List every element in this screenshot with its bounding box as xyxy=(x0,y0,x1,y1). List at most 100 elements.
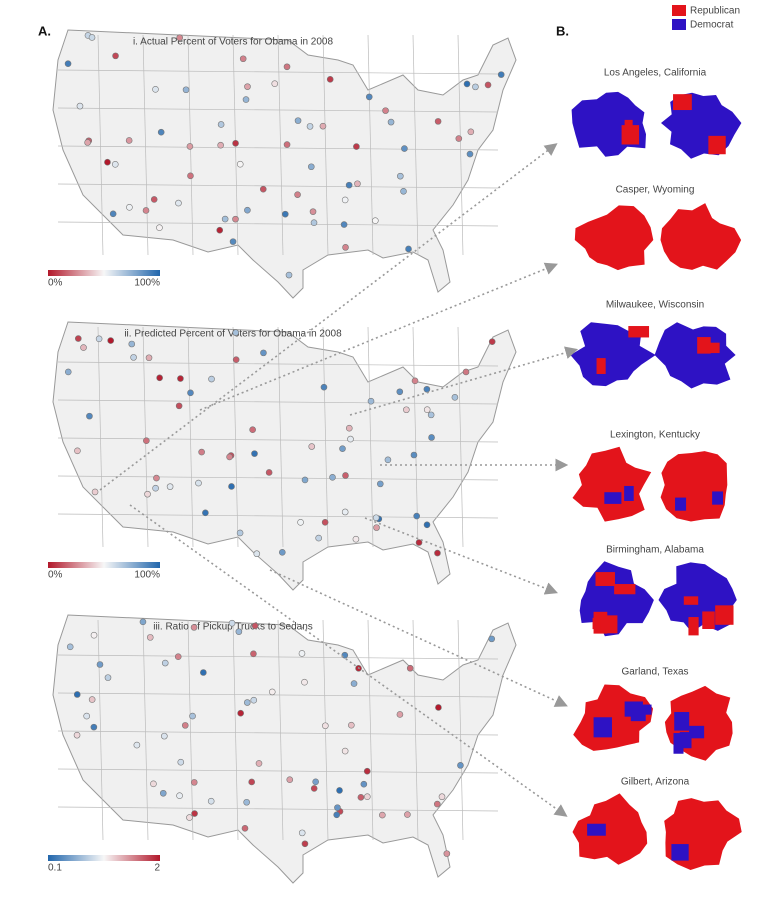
city-dot xyxy=(301,476,309,484)
colorbar-label: 2 xyxy=(154,863,160,874)
city-dot xyxy=(354,180,361,188)
city-dot xyxy=(285,271,293,279)
arrows xyxy=(99,143,579,817)
precinct-patch xyxy=(600,615,618,634)
city-dot xyxy=(80,344,87,351)
precinct-patch xyxy=(624,485,634,501)
city-dot xyxy=(236,529,244,537)
city-dot xyxy=(186,143,194,150)
city-dot xyxy=(189,712,196,720)
city-dot xyxy=(357,794,365,801)
city-dot xyxy=(312,778,319,786)
city-dot xyxy=(156,374,163,382)
precinct-patch xyxy=(712,491,724,505)
colorbar-label: 0.1 xyxy=(48,863,62,874)
precinct-patch xyxy=(614,584,636,595)
city-dot xyxy=(397,172,404,180)
city-dot xyxy=(259,185,267,193)
city-dot xyxy=(232,356,240,363)
city-dot xyxy=(83,712,90,720)
city-dot xyxy=(139,618,147,626)
precinct-patch xyxy=(697,337,711,354)
city-dot xyxy=(427,411,435,419)
us-outline xyxy=(52,321,517,591)
city-dot xyxy=(64,368,72,376)
city-dot xyxy=(181,722,189,729)
city-dot xyxy=(249,426,256,434)
city-dot xyxy=(294,191,301,198)
legend-label: Democrat xyxy=(690,20,734,31)
precinct-patch xyxy=(631,704,652,715)
city-dot xyxy=(320,383,328,391)
city-dot xyxy=(268,688,276,696)
city-dot xyxy=(217,121,225,128)
city-dot xyxy=(237,709,244,717)
city-dot xyxy=(244,83,251,90)
city-dot xyxy=(342,244,349,251)
city-dot xyxy=(157,128,165,136)
city-dot xyxy=(434,549,441,557)
precinct-patch xyxy=(587,823,606,836)
city-dot xyxy=(347,435,354,443)
city-dot xyxy=(340,221,348,228)
city-dot xyxy=(455,135,463,142)
city-dot xyxy=(236,160,244,168)
city-name: Birmingham, Alabama xyxy=(606,545,704,556)
state-border xyxy=(57,437,499,443)
precinct-patch xyxy=(630,712,646,722)
city-name: Garland, Texas xyxy=(621,667,688,678)
city-dot xyxy=(298,829,306,837)
city-dot xyxy=(271,80,279,87)
city-dot xyxy=(298,650,306,657)
precinct-region xyxy=(660,203,742,270)
city-dot xyxy=(451,394,459,401)
state-border xyxy=(57,768,499,774)
city-dot xyxy=(400,187,407,195)
city-dot xyxy=(488,635,496,643)
city-dot xyxy=(350,680,358,687)
city-dot xyxy=(144,490,151,498)
city-dot xyxy=(150,780,157,788)
city-dot xyxy=(364,793,371,801)
legend-swatch xyxy=(672,19,686,30)
city-dot xyxy=(248,778,255,786)
city-dot xyxy=(186,814,193,821)
city-dot xyxy=(466,150,474,158)
city-dot xyxy=(216,226,224,234)
legend-label: Republican xyxy=(690,6,740,17)
precinct-patch xyxy=(595,572,615,586)
city-dot xyxy=(301,678,308,686)
city-dot xyxy=(484,81,492,89)
city-dot xyxy=(174,653,182,660)
city-dot xyxy=(242,96,250,103)
city-dot xyxy=(126,203,133,211)
city-dot xyxy=(142,207,150,214)
city-dot xyxy=(278,549,286,556)
city-dot xyxy=(372,514,380,522)
city-dot xyxy=(143,437,150,445)
city-dot xyxy=(221,215,229,223)
city-dot xyxy=(401,145,408,152)
city-dot xyxy=(433,800,441,808)
maps: i. Actual Percent of Voters for Obama in… xyxy=(48,29,517,884)
state-border xyxy=(57,806,499,812)
map-title: i. Actual Percent of Voters for Obama in… xyxy=(133,37,334,48)
city-dot xyxy=(411,377,419,385)
city-dot xyxy=(472,83,479,91)
state-border xyxy=(412,326,419,548)
state-border xyxy=(57,361,499,367)
cities: Los Angeles, California Casper, Wyoming Mi… xyxy=(570,68,742,870)
state-border xyxy=(57,221,499,227)
city-dot xyxy=(228,619,236,627)
state-border xyxy=(457,619,464,841)
city-dot xyxy=(329,474,336,481)
map-title: iii. Ratio of Pickup Trucks to Sedans xyxy=(153,622,313,633)
city-dot xyxy=(104,158,111,166)
precinct-patch xyxy=(708,135,726,155)
panel-label: B. xyxy=(556,23,569,38)
city-dot xyxy=(133,741,141,749)
state-border xyxy=(57,513,499,519)
city-dot xyxy=(309,208,317,215)
city-dot xyxy=(232,329,240,336)
